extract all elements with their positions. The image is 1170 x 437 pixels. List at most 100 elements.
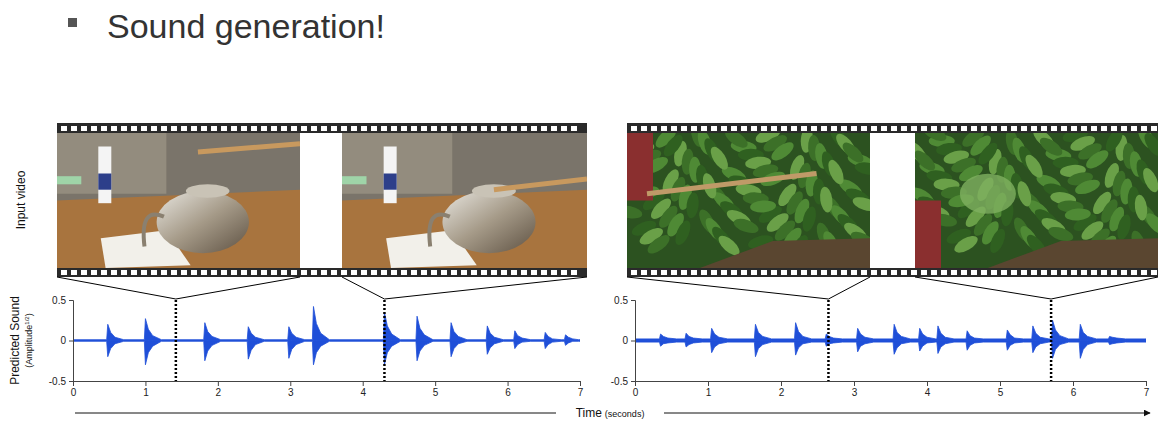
foliage xyxy=(915,133,1158,268)
perforation xyxy=(941,270,947,275)
perforation xyxy=(911,270,917,275)
perforation xyxy=(1091,126,1097,131)
perforation xyxy=(521,126,527,131)
perforation xyxy=(881,126,887,131)
perforation xyxy=(571,126,577,131)
perforation xyxy=(721,270,727,275)
perforation xyxy=(261,270,267,275)
perforation xyxy=(1021,126,1027,131)
x-axis: 01234567 xyxy=(633,381,1150,398)
leaf xyxy=(645,232,673,257)
tick: 1 xyxy=(706,381,712,398)
tick-mark xyxy=(854,381,855,386)
kettle xyxy=(442,191,535,253)
perforation xyxy=(671,126,677,131)
leaf xyxy=(627,204,643,221)
perforation xyxy=(561,270,567,275)
tick-mark xyxy=(1073,381,1074,386)
perforation xyxy=(681,126,687,131)
tick-mark xyxy=(781,381,782,386)
frame-marker xyxy=(827,300,830,381)
motion-blur xyxy=(960,174,1016,214)
connector xyxy=(1051,277,1158,299)
foliage xyxy=(627,133,870,268)
perforation xyxy=(71,126,77,131)
perforation xyxy=(211,270,217,275)
perforation xyxy=(1121,270,1127,275)
leaf xyxy=(1115,213,1133,241)
leaf xyxy=(1141,133,1158,159)
perforation xyxy=(391,126,397,131)
perforation xyxy=(761,126,767,131)
perforation xyxy=(381,126,387,131)
tick-mark xyxy=(580,381,581,386)
bottle-label xyxy=(98,174,111,190)
leaf xyxy=(854,161,870,177)
perforation xyxy=(1041,270,1047,275)
stick xyxy=(647,174,817,194)
perforation xyxy=(101,126,107,131)
perforation xyxy=(451,270,457,275)
perforation xyxy=(411,270,417,275)
tick-label: -0.5 xyxy=(49,376,67,387)
perforation xyxy=(131,270,137,275)
bottle xyxy=(98,147,111,204)
waveform xyxy=(73,341,580,365)
wall-light xyxy=(57,133,166,194)
perforation xyxy=(541,126,547,131)
tick-label: 6 xyxy=(1071,387,1077,398)
perforation xyxy=(1001,270,1007,275)
leaf xyxy=(672,219,693,248)
connector xyxy=(627,277,828,299)
perforation xyxy=(701,126,707,131)
y-unit: (Amplitude1/2) xyxy=(24,313,34,367)
leaf xyxy=(819,186,835,213)
x-label-part: (seconds) xyxy=(605,409,645,419)
perforation xyxy=(901,270,907,275)
video-frame xyxy=(915,133,1158,268)
frame-marker xyxy=(383,300,386,381)
y-axis: -0.500.5 xyxy=(49,295,74,387)
perforation xyxy=(701,270,707,275)
tick: 0 xyxy=(633,381,639,398)
perforation xyxy=(331,126,337,131)
connector xyxy=(176,277,300,299)
perforation xyxy=(691,126,697,131)
bullet-text: Sound generation! xyxy=(107,7,385,45)
tick: -0.5 xyxy=(49,376,73,387)
perforation xyxy=(811,126,817,131)
perforation xyxy=(1141,270,1147,275)
plot-area xyxy=(73,300,580,381)
perforation xyxy=(1051,270,1057,275)
perforation xyxy=(531,270,537,275)
perforation xyxy=(951,126,957,131)
perforation xyxy=(411,126,417,131)
perforation xyxy=(531,126,537,131)
y-unit-part: ) xyxy=(24,313,34,316)
stick xyxy=(494,179,587,190)
waveform xyxy=(635,320,1146,340)
waveform xyxy=(635,341,1146,359)
perforation xyxy=(281,270,287,275)
x-label-part: Time xyxy=(576,406,603,420)
desk xyxy=(57,190,300,268)
kettle-lid xyxy=(186,184,230,198)
leaf xyxy=(750,200,777,214)
tick-mark xyxy=(927,381,928,386)
tick: -0.5 xyxy=(611,376,635,387)
leaf xyxy=(1022,152,1046,180)
perforation xyxy=(61,270,67,275)
tick: 7 xyxy=(1144,381,1150,398)
perforation xyxy=(731,126,737,131)
leaf xyxy=(707,144,731,172)
perforation xyxy=(561,126,567,131)
leaf xyxy=(920,133,949,144)
plot-area xyxy=(635,300,1146,381)
tick-label: 7 xyxy=(578,387,584,398)
perforation xyxy=(1141,126,1147,131)
perforation xyxy=(281,126,287,131)
connector xyxy=(57,277,176,299)
perforation xyxy=(631,126,637,131)
strip-band xyxy=(57,123,587,133)
perforation xyxy=(1151,126,1157,131)
